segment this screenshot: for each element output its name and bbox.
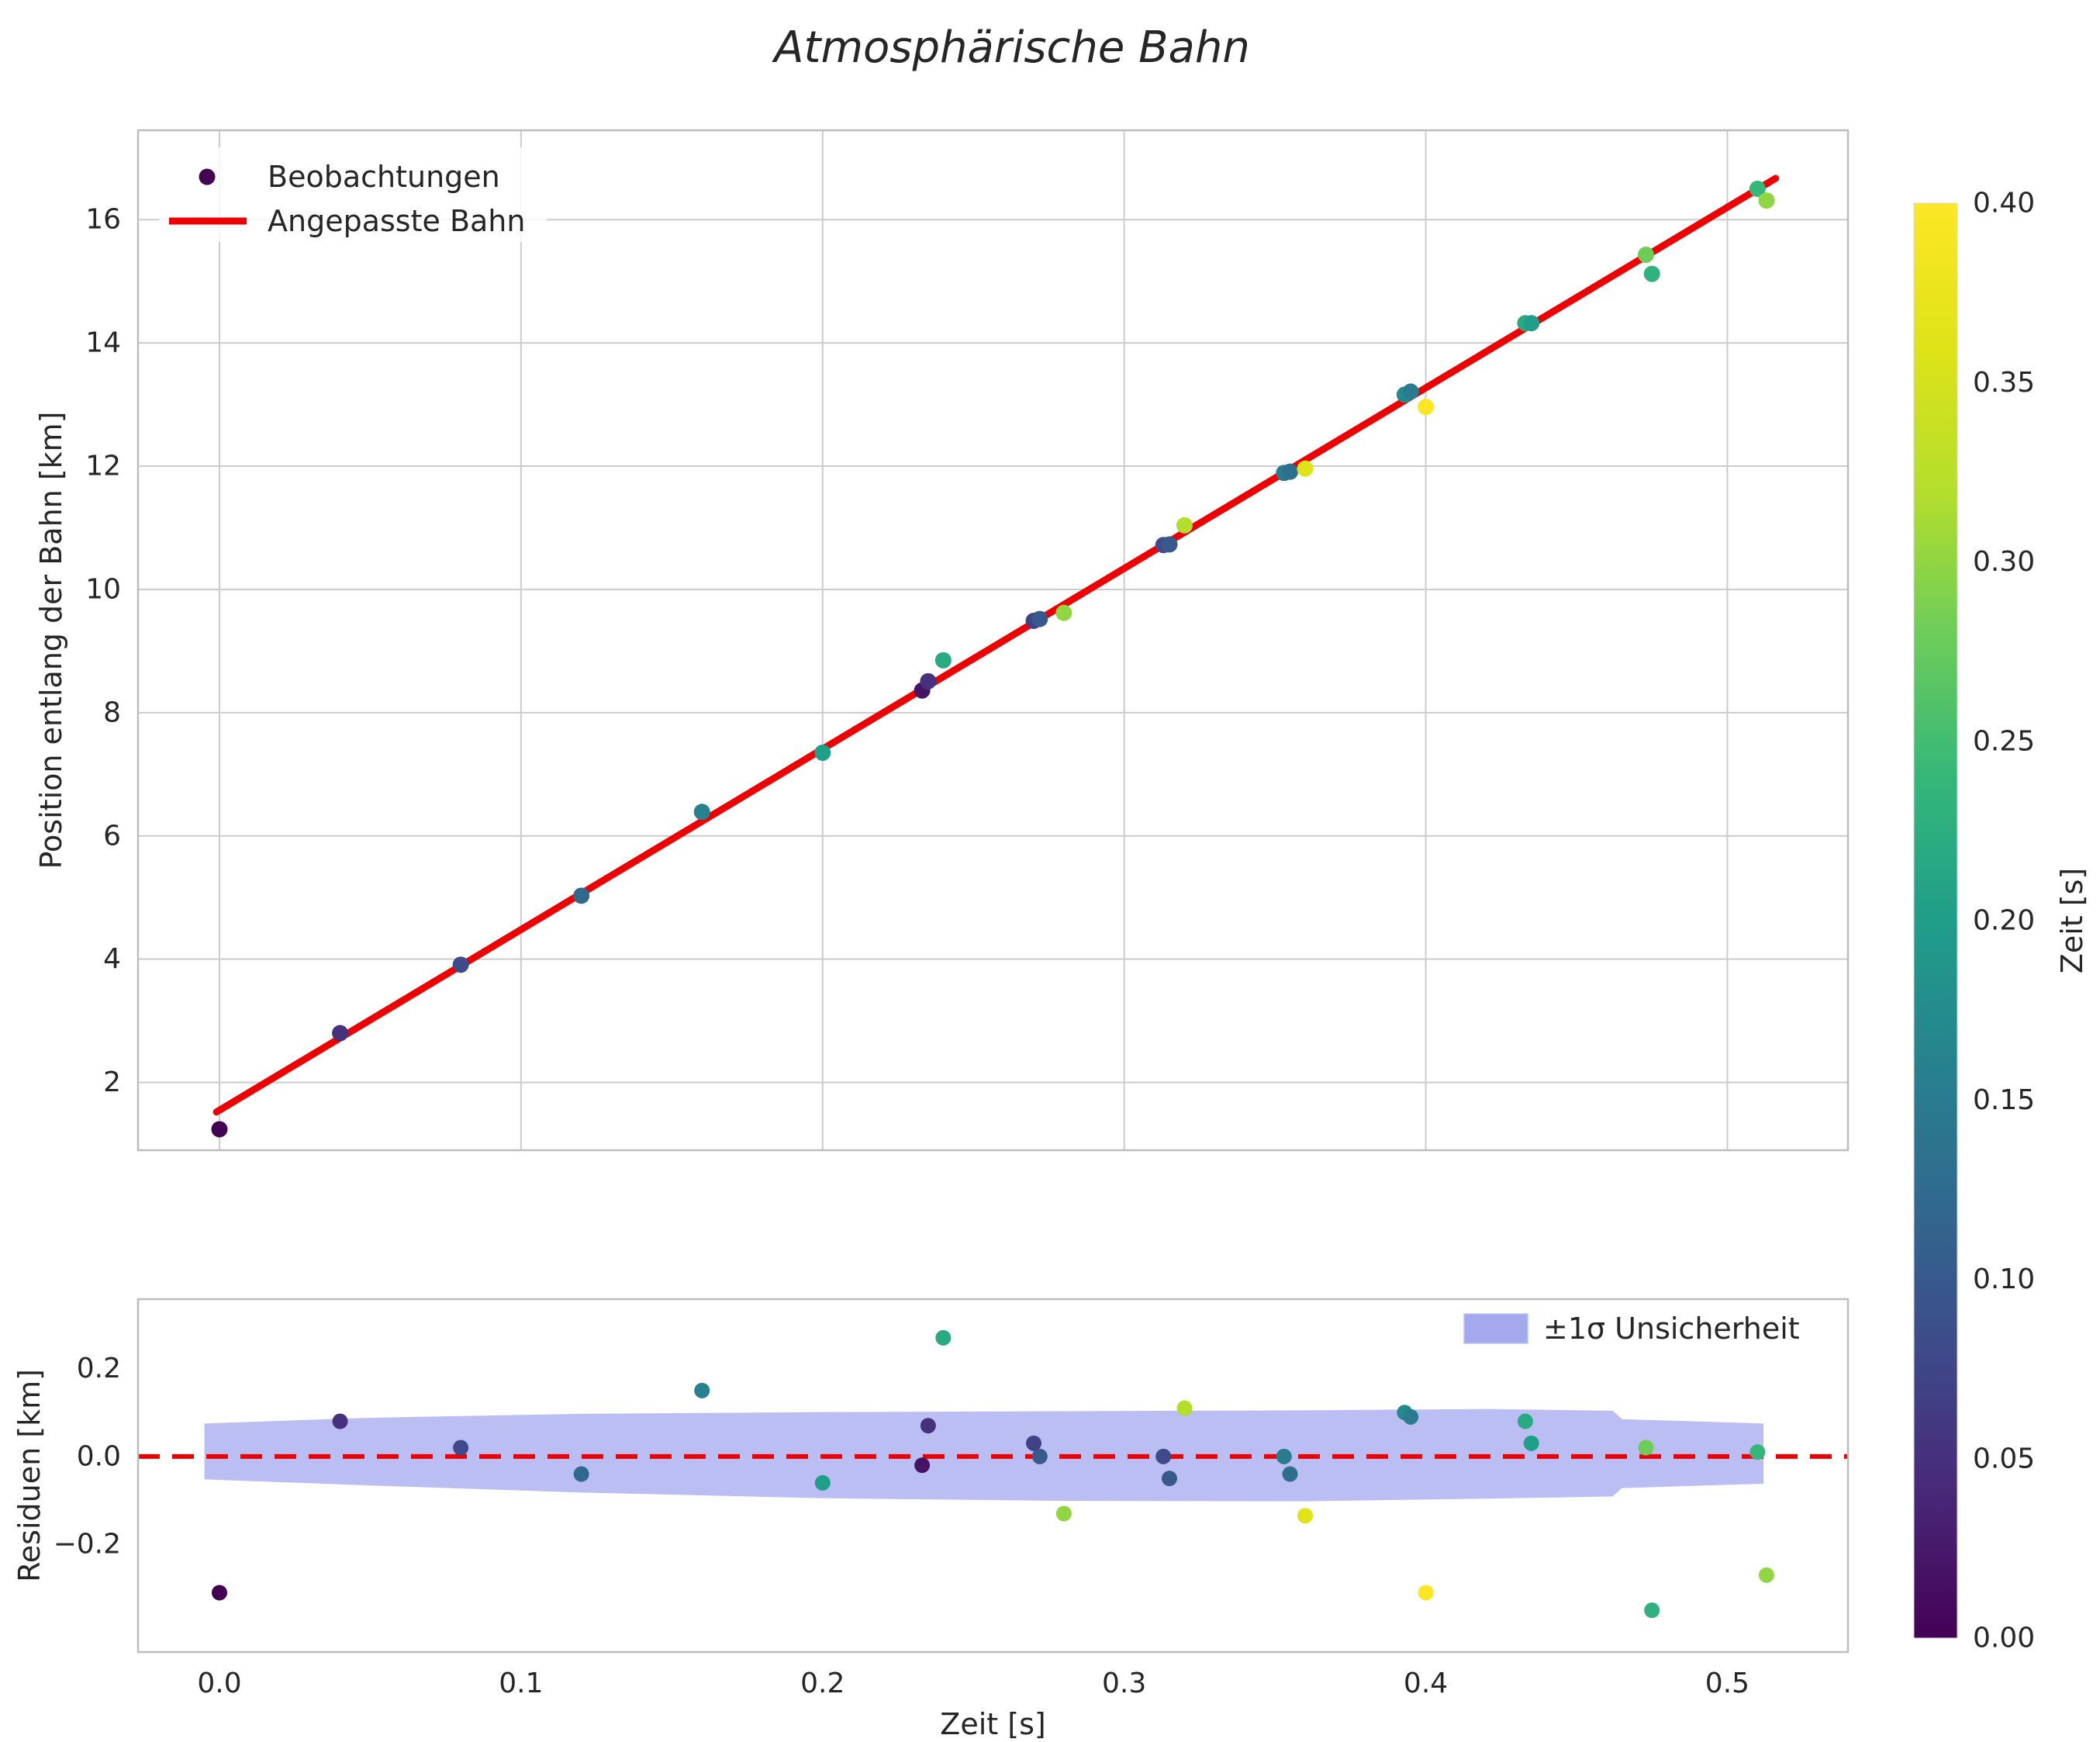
figure-title: Atmosphärische Bahn	[772, 22, 1250, 73]
observation-point	[573, 887, 590, 904]
xtick-label: 0.5	[1705, 1668, 1749, 1699]
observation-point	[693, 804, 710, 821]
residual-point	[1749, 1444, 1766, 1460]
main-legend: Beobachtungen Angepasste Bahn	[159, 147, 547, 242]
fit-line	[212, 175, 1780, 1116]
residual-point	[914, 1457, 931, 1474]
main-ytick-label: 14	[85, 327, 121, 359]
observation-point	[332, 1025, 349, 1042]
xtick-label: 0.0	[197, 1668, 241, 1699]
xtick-label: 0.3	[1102, 1668, 1146, 1699]
observation-point	[1402, 383, 1419, 400]
main-ytick-label: 8	[103, 696, 121, 728]
residual-point	[453, 1440, 469, 1456]
observation-point	[1297, 460, 1314, 477]
main-y-axis-label: Position entlang der Bahn [km]	[34, 411, 68, 869]
main-ytick-label: 10	[85, 573, 121, 605]
xtick-label: 0.1	[499, 1668, 543, 1699]
colorbar-label: Zeit [s]	[2055, 868, 2089, 973]
residual-point	[1155, 1448, 1172, 1464]
residual-ytick-label: −0.2	[54, 1529, 121, 1561]
observation-point	[1031, 610, 1048, 627]
x-axis-label: Zeit [s]	[940, 1707, 1045, 1741]
colorbar: 0.00 0.05 0.10 0.15 0.20 0.25 0.30 0.35 0.40 Zeit…	[1913, 188, 2089, 1654]
colorbar-tick-label: 0.00	[1973, 1623, 2035, 1654]
residual-point	[332, 1413, 348, 1429]
legend-observations-label: Beobachtungen	[268, 160, 500, 194]
observation-point	[1523, 315, 1540, 332]
main-plot: 2 4 6 8 10 12 14 16 Position entlang der Bahn [k…	[34, 129, 1850, 1152]
colorbar-tick-label: 0.05	[1973, 1443, 2035, 1474]
observation-point	[452, 956, 469, 973]
legend-fitline-label: Angepasste Bahn	[268, 204, 525, 238]
legend-background	[159, 147, 547, 242]
residual-point	[1282, 1466, 1298, 1482]
observation-point	[814, 745, 831, 762]
legend-band-patch-icon	[1463, 1313, 1528, 1344]
observation-point	[1176, 517, 1193, 534]
residual-point	[814, 1474, 831, 1491]
residual-point	[935, 1329, 952, 1346]
main-ytick-label: 6	[103, 820, 121, 852]
colorbar-tick-label: 0.30	[1973, 546, 2035, 578]
main-ytick-label: 2	[103, 1066, 121, 1098]
residual-point	[1517, 1413, 1533, 1429]
residual-point	[212, 1585, 227, 1601]
main-ytick-label: 16	[85, 204, 121, 236]
axes-spines	[136, 1298, 1850, 1654]
colorbar-gradient	[1913, 202, 1958, 1639]
residual-ytick-label: 0.2	[77, 1353, 121, 1384]
observation-point	[1758, 192, 1775, 209]
observation-point	[1055, 604, 1072, 621]
residual-point	[1759, 1567, 1774, 1583]
residual-point	[1403, 1408, 1419, 1425]
observation-point	[1418, 399, 1435, 416]
residual-point	[1418, 1585, 1434, 1601]
residual-point	[1276, 1448, 1292, 1464]
uncertainty-band	[204, 1408, 1764, 1502]
residual-plot: −0.2 0.0 0.2 0.0 0.1 0.2 0.3 0.4 0.5 Zeit [s] Resi…	[12, 1298, 1850, 1741]
residual-point	[1162, 1471, 1177, 1487]
residual-point	[1523, 1435, 1539, 1451]
residual-point	[1176, 1400, 1193, 1416]
residual-point	[573, 1466, 589, 1482]
main-ytick-label: 12	[85, 451, 121, 482]
observation-point	[1161, 536, 1178, 553]
observation-point	[934, 652, 952, 669]
residual-point	[920, 1418, 936, 1434]
residual-legend: ±1σ Unsicherheit	[1442, 1307, 1842, 1350]
legend-band-label: ±1σ Unsicherheit	[1543, 1312, 1800, 1346]
legend-observations-marker-icon	[199, 168, 216, 185]
residual-point	[1644, 1602, 1660, 1619]
observation-point	[1643, 265, 1660, 282]
residual-point	[1031, 1448, 1048, 1464]
residual-y-axis-label: Residuen [km]	[12, 1369, 47, 1582]
residual-ytick-label: 0.0	[77, 1440, 121, 1472]
residual-point	[1638, 1440, 1654, 1456]
residual-point	[1055, 1505, 1072, 1522]
colorbar-tick-label: 0.15	[1973, 1084, 2035, 1116]
observation-point	[920, 672, 937, 690]
colorbar-tick-label: 0.20	[1973, 905, 2035, 937]
residual-point	[1297, 1508, 1313, 1524]
observation-point	[1749, 180, 1766, 197]
main-ytick-label: 4	[103, 943, 121, 975]
residual-point	[694, 1382, 710, 1398]
observation-point	[211, 1121, 228, 1138]
residual-point	[1026, 1435, 1041, 1451]
axes-spines	[136, 129, 1850, 1152]
xtick-label: 0.4	[1404, 1668, 1448, 1699]
colorbar-tick-label: 0.10	[1973, 1263, 2035, 1295]
colorbar-tick-label: 0.25	[1973, 725, 2035, 757]
observation-point	[1637, 247, 1654, 264]
observation-point	[1282, 463, 1299, 480]
colorbar-tick-label: 0.40	[1973, 188, 2035, 219]
colorbar-tick-label: 0.35	[1973, 367, 2035, 399]
xtick-label: 0.2	[800, 1668, 844, 1699]
